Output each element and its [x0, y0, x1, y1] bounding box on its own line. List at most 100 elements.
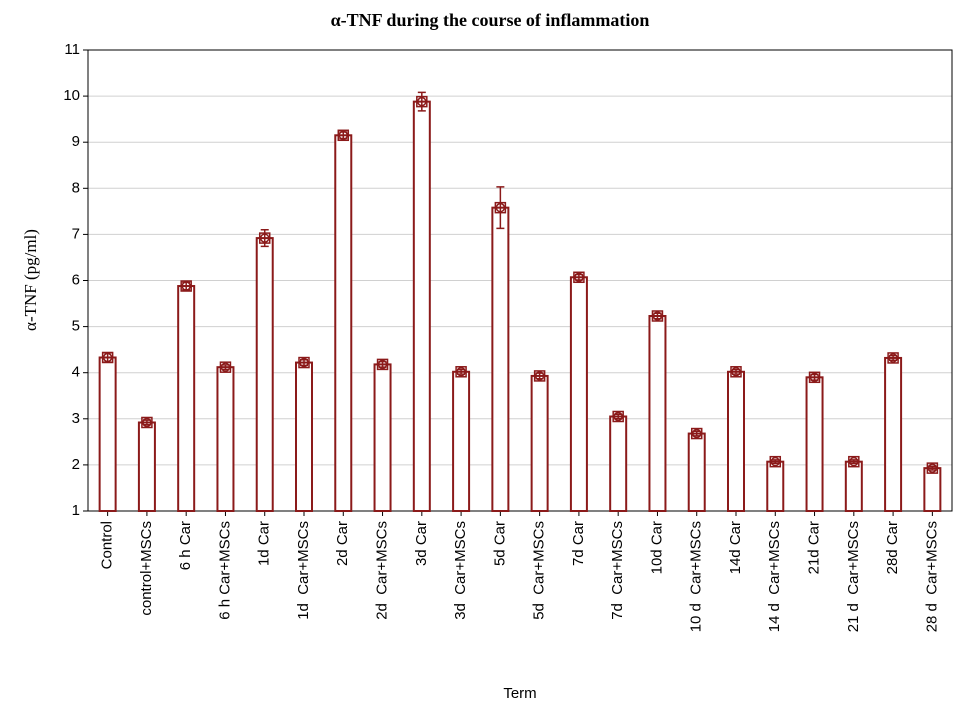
x-tick-label: 6 h Car+MSCs	[216, 521, 233, 620]
point-marker	[416, 95, 428, 108]
bar	[569, 276, 588, 513]
point-marker	[220, 362, 231, 372]
y-tick-label: 7	[72, 225, 80, 242]
bar	[844, 460, 863, 513]
point-marker	[495, 202, 506, 213]
point-marker	[258, 232, 271, 244]
point-marker	[377, 359, 388, 370]
y-tick-label: 1	[72, 502, 80, 519]
bar	[452, 370, 471, 513]
bar	[98, 356, 117, 512]
error-bar	[771, 459, 780, 465]
bar	[373, 363, 392, 513]
y-tick-label: 9	[72, 133, 80, 150]
point-marker	[494, 201, 507, 214]
y-tick-label: 5	[72, 318, 80, 335]
point-marker	[926, 462, 939, 474]
bar	[884, 356, 903, 512]
point-marker	[534, 371, 545, 381]
point-marker	[849, 456, 859, 467]
error-bar	[417, 91, 426, 112]
point-marker	[652, 311, 663, 321]
point-marker	[101, 351, 114, 364]
point-marker	[337, 129, 350, 142]
point-marker	[142, 417, 152, 428]
point-marker	[181, 281, 191, 291]
point-marker	[848, 455, 860, 468]
bar	[923, 467, 942, 513]
x-tick-label: 6 h Car	[177, 521, 194, 570]
point-marker	[730, 366, 742, 378]
point-marker	[180, 280, 192, 292]
bar	[805, 376, 824, 512]
x-tick-label: 10d Car	[648, 521, 665, 574]
x-tick-label: 2d Car+MSCs	[374, 521, 391, 620]
y-axis-title: α-TNF (pg/ml)	[21, 229, 40, 331]
point-marker	[298, 356, 310, 369]
point-marker	[770, 456, 781, 467]
point-marker	[808, 371, 821, 384]
bar	[216, 366, 235, 512]
point-marker	[259, 233, 270, 243]
point-marker	[533, 370, 546, 382]
point-marker	[690, 427, 703, 440]
x-tick-label: 2d Car	[334, 521, 351, 566]
point-marker	[455, 366, 467, 378]
y-tick-label: 4	[72, 364, 80, 381]
bar	[334, 134, 353, 512]
x-tick-label: 1d Car+MSCs	[295, 521, 312, 620]
y-tick-label: 10	[63, 87, 80, 104]
x-tick-label: 21 d Car+MSCs	[845, 521, 862, 632]
point-marker	[651, 310, 664, 322]
bar	[491, 206, 510, 513]
point-marker	[574, 272, 584, 283]
x-tick-label: 28d Car	[884, 521, 901, 574]
point-marker	[731, 367, 741, 377]
x-tick-label: 7d Car+MSCs	[609, 521, 626, 620]
point-marker	[613, 411, 623, 422]
bar	[412, 100, 431, 513]
x-tick-label: control+MSCs	[138, 521, 155, 616]
x-tick-label: 1d Car	[256, 521, 273, 566]
plot-frame	[87, 49, 953, 512]
x-tick-label: 14 d Car+MSCs	[766, 521, 783, 632]
bar	[295, 361, 313, 513]
x-tick-label: 14d Car	[727, 521, 744, 574]
point-marker	[888, 353, 898, 363]
bar	[137, 421, 156, 513]
x-tick-label: 5d Car+MSCs	[531, 521, 548, 620]
x-tick-label: 21d Car	[806, 521, 823, 574]
y-tick-label: 3	[72, 410, 80, 427]
point-marker	[887, 352, 899, 364]
point-marker	[612, 410, 624, 423]
point-marker	[456, 367, 466, 377]
x-tick-label: 28 d Car+MSCs	[923, 521, 940, 632]
chart-title: α-TNF during the course of inflammation	[331, 10, 650, 30]
point-marker	[417, 96, 427, 107]
x-tick-label: 3d Car+MSCs	[452, 521, 469, 620]
point-marker	[338, 130, 349, 141]
bar	[648, 314, 667, 513]
x-tick-label: 7d Car	[570, 521, 587, 566]
y-tick-label: 2	[72, 456, 80, 473]
bar	[177, 285, 196, 513]
y-tick-label: 6	[72, 271, 80, 288]
point-marker	[376, 358, 389, 371]
x-tick-label: Control	[99, 521, 116, 569]
error-bar	[496, 186, 505, 230]
point-marker	[927, 463, 938, 473]
point-marker	[769, 455, 782, 468]
bar	[727, 370, 745, 513]
error-bar	[928, 465, 937, 471]
point-marker	[573, 271, 585, 284]
bar	[530, 374, 549, 512]
y-tick-label: 8	[72, 179, 80, 196]
point-marker	[809, 372, 820, 383]
point-marker	[141, 416, 153, 429]
bar	[609, 415, 628, 512]
point-marker	[299, 357, 309, 368]
point-marker	[102, 352, 113, 363]
bar	[687, 432, 706, 512]
x-axis-title: Term	[503, 685, 536, 702]
